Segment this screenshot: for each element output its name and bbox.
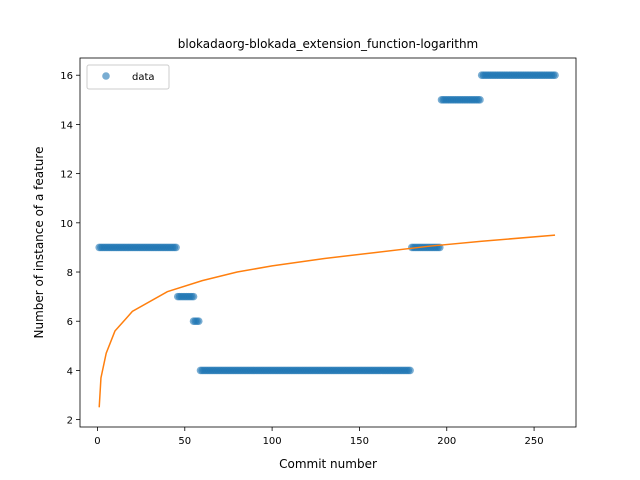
- plot-frame: [79, 57, 577, 428]
- x-tick-label: 0: [94, 436, 100, 447]
- legend-box: [86, 64, 170, 90]
- x-axis-ticks: 0 50 100 150 200 250: [94, 427, 544, 447]
- y-tick-label: 16: [60, 71, 73, 82]
- fit-line-layer: [98, 234, 556, 408]
- y-tick-label: 2: [67, 416, 73, 427]
- y-tick-label: 14: [60, 120, 73, 131]
- y-tick-label: 4: [67, 366, 73, 377]
- y-tick-label: 8: [67, 268, 73, 279]
- data-point: [476, 96, 484, 104]
- legend-marker: [102, 72, 110, 80]
- chart-title: blokadaorg-blokada_extension_function-lo…: [178, 37, 479, 51]
- plot-area: [79, 57, 577, 428]
- y-tick-label: 6: [67, 317, 73, 328]
- fit-line: [98, 234, 556, 408]
- y-tick-label: 10: [60, 219, 73, 230]
- x-axis-label: Commit number: [279, 457, 377, 471]
- legend-label: data: [132, 72, 155, 83]
- data-point: [551, 71, 559, 80]
- data-point: [189, 292, 198, 301]
- x-tick-label: 150: [350, 436, 369, 447]
- x-tick-label: 250: [525, 436, 544, 447]
- x-tick-label: 100: [263, 436, 282, 447]
- data-point: [194, 317, 203, 326]
- x-tick-label: 50: [178, 436, 191, 447]
- y-axis-label: Number of instance of a feature: [32, 147, 46, 339]
- legend: data: [86, 64, 170, 90]
- data-point: [172, 243, 180, 252]
- data-point: [406, 366, 414, 375]
- x-tick-label: 200: [437, 436, 456, 447]
- data-points: [95, 71, 559, 375]
- y-axis-ticks: 2 4 6 8 10 12 14 16: [60, 71, 80, 427]
- y-tick-label: 12: [60, 170, 73, 181]
